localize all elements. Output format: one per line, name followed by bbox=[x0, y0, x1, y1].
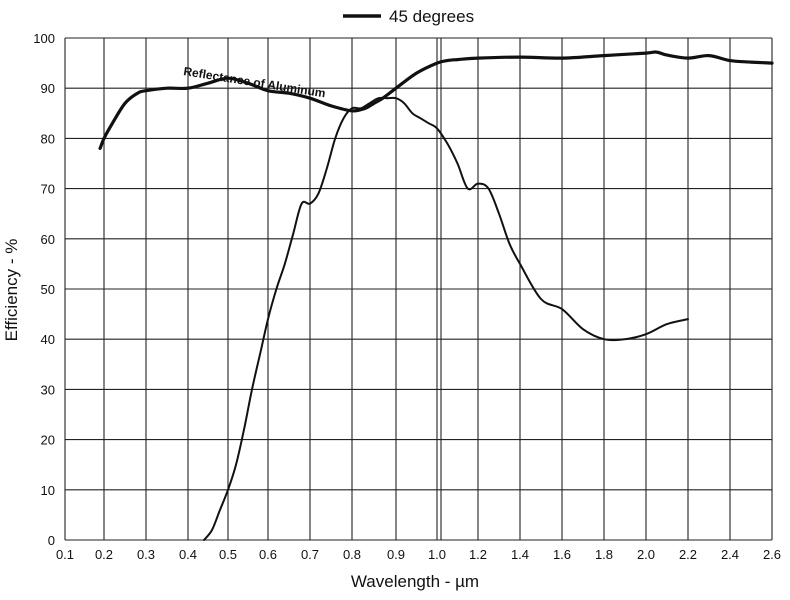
y-tick-label: 100 bbox=[33, 31, 55, 46]
y-tick-label: 10 bbox=[41, 483, 55, 498]
x-axis-title: Wavelength - µm bbox=[351, 572, 479, 591]
x-tick-label: 2.0 bbox=[637, 547, 655, 562]
x-tick-label: 1.4 bbox=[511, 547, 529, 562]
y-tick-label: 70 bbox=[41, 182, 55, 197]
y-tick-labels: 0 10 20 30 40 50 60 70 80 90 100 bbox=[33, 31, 55, 548]
x-tick-label: 2.4 bbox=[721, 547, 739, 562]
y-axis-title: Efficiency - % bbox=[2, 239, 21, 342]
x-tick-label: 1.8 bbox=[595, 547, 613, 562]
y-tick-label: 80 bbox=[41, 131, 55, 146]
x-tick-label: 2.2 bbox=[679, 547, 697, 562]
x-tick-label: 2.6 bbox=[763, 547, 781, 562]
x-tick-label: 1.0 bbox=[428, 547, 446, 562]
series-reflectance-aluminum-line bbox=[98, 50, 774, 150]
x-tick-labels: 0.1 0.2 0.3 0.4 0.5 0.6 0.7 0.8 0.9 1.0 1.2 1.4 1.6 1… bbox=[56, 547, 781, 562]
x-tick-label: 0.4 bbox=[179, 547, 197, 562]
x-tick-label: 1.2 bbox=[469, 547, 487, 562]
y-tick-label: 30 bbox=[41, 382, 55, 397]
series-45-degrees-line bbox=[203, 96, 689, 541]
y-tick-label: 0 bbox=[48, 533, 55, 548]
x-tick-label: 1.6 bbox=[553, 547, 571, 562]
x-tick-label: 0.2 bbox=[95, 547, 113, 562]
y-tick-label: 50 bbox=[41, 282, 55, 297]
x-tick-label: 0.1 bbox=[56, 547, 74, 562]
y-tick-label: 20 bbox=[41, 433, 55, 448]
x-tick-label: 0.9 bbox=[387, 547, 405, 562]
x-tick-label: 0.7 bbox=[301, 547, 319, 562]
x-tick-label: 0.5 bbox=[219, 547, 237, 562]
y-tick-label: 60 bbox=[41, 232, 55, 247]
legend-label-45-degrees: 45 degrees bbox=[389, 7, 474, 26]
x-tick-label: 0.6 bbox=[259, 547, 277, 562]
y-tick-label: 40 bbox=[41, 332, 55, 347]
x-tick-label: 0.3 bbox=[137, 547, 155, 562]
x-tick-label: 0.8 bbox=[343, 547, 361, 562]
y-tick-label: 90 bbox=[41, 81, 55, 96]
